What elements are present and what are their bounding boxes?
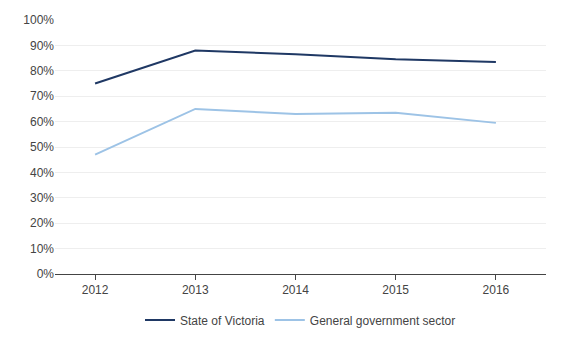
svg-text:2016: 2016 bbox=[483, 283, 510, 297]
svg-text:20%: 20% bbox=[30, 216, 54, 230]
svg-text:2014: 2014 bbox=[282, 283, 309, 297]
svg-text:30%: 30% bbox=[30, 191, 54, 205]
svg-text:80%: 80% bbox=[30, 64, 54, 78]
svg-text:100%: 100% bbox=[23, 13, 54, 27]
svg-text:General government sector: General government sector bbox=[310, 314, 455, 328]
svg-text:90%: 90% bbox=[30, 39, 54, 53]
svg-text:50%: 50% bbox=[30, 140, 54, 154]
svg-text:60%: 60% bbox=[30, 115, 54, 129]
svg-text:10%: 10% bbox=[30, 242, 54, 256]
svg-text:State of Victoria: State of Victoria bbox=[180, 314, 265, 328]
svg-text:2013: 2013 bbox=[182, 283, 209, 297]
svg-text:0%: 0% bbox=[37, 267, 55, 281]
svg-text:2012: 2012 bbox=[82, 283, 109, 297]
svg-text:2015: 2015 bbox=[382, 283, 409, 297]
svg-text:40%: 40% bbox=[30, 166, 54, 180]
svg-text:70%: 70% bbox=[30, 89, 54, 103]
